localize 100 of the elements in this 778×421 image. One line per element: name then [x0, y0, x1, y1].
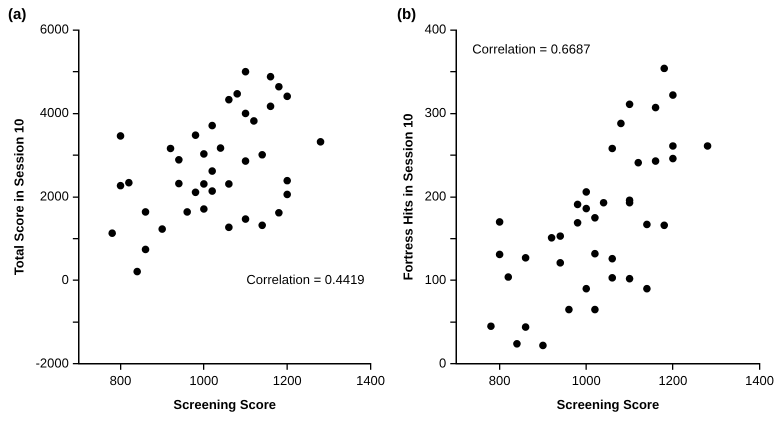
point: [522, 323, 530, 331]
point: [704, 142, 712, 150]
point: [652, 157, 660, 165]
point: [258, 150, 266, 159]
point: [125, 178, 133, 187]
point: [556, 259, 564, 267]
point: [556, 232, 564, 240]
point: [582, 204, 590, 212]
point: [242, 157, 250, 165]
x-tick-label: 1200: [272, 373, 302, 388]
point: [275, 82, 283, 91]
point: [283, 190, 291, 198]
point: [158, 225, 166, 233]
x-axis-title: Screening Score: [556, 396, 660, 412]
y-tick-label: 0: [62, 272, 69, 287]
point: [574, 218, 582, 227]
point: [175, 156, 183, 164]
point: [487, 322, 495, 330]
point: [208, 122, 216, 130]
point: [660, 221, 668, 230]
point: [643, 284, 651, 292]
point: [275, 208, 283, 217]
point: [591, 250, 599, 258]
y-tick-label: 100: [424, 272, 446, 287]
point: [225, 96, 233, 104]
chart-title: (b): [397, 6, 416, 24]
y-tick-label: 4000: [40, 105, 69, 120]
point: [283, 92, 291, 100]
y-tick-label: 0: [439, 355, 446, 370]
point: [591, 214, 599, 222]
point: [250, 117, 258, 125]
point: [316, 138, 324, 146]
point: [608, 274, 616, 282]
point: [626, 100, 634, 108]
point: [608, 254, 616, 262]
y-tick-label: 6000: [40, 22, 69, 37]
point: [643, 220, 651, 228]
point: [225, 224, 233, 232]
y-tick-label: 200: [424, 188, 446, 204]
point: [660, 64, 668, 72]
point: [582, 188, 590, 196]
point: [225, 180, 233, 188]
y-axis-title: Fortress Hits in Session 10: [400, 113, 416, 280]
point: [208, 187, 216, 195]
point: [216, 144, 224, 152]
point: [208, 167, 216, 175]
point: [669, 142, 677, 150]
point: [600, 198, 608, 207]
point: [242, 215, 250, 223]
x-axis-title: Screening Score: [173, 396, 276, 412]
y-tick-label: 300: [424, 105, 446, 120]
point: [626, 274, 634, 282]
point: [669, 154, 677, 162]
point: [539, 342, 547, 350]
point: [116, 182, 124, 190]
x-tick-label: 1400: [356, 373, 385, 388]
point: [192, 131, 200, 139]
annotation: Correlation = 0.4419: [246, 272, 365, 287]
point: [183, 208, 191, 216]
point: [634, 158, 642, 166]
point: [233, 90, 241, 98]
point: [652, 104, 660, 112]
point: [175, 180, 183, 188]
point: [142, 246, 150, 254]
point: [192, 188, 200, 196]
point: [617, 120, 625, 128]
x-tick-label: 1400: [745, 373, 774, 388]
point: [266, 72, 274, 81]
point: [496, 218, 504, 226]
x-tick-label: 1000: [572, 373, 601, 388]
annotation: Correlation = 0.6687: [472, 42, 590, 57]
x-tick-label: 800: [488, 373, 510, 388]
point: [242, 110, 250, 118]
point: [608, 144, 616, 152]
point: [166, 144, 174, 152]
point: [522, 254, 530, 262]
point: [200, 150, 208, 158]
point: [116, 132, 124, 140]
point: [133, 268, 141, 276]
point: [669, 91, 677, 99]
point: [266, 102, 274, 110]
point: [200, 205, 208, 213]
x-tick-label: 800: [110, 373, 132, 388]
point: [108, 229, 116, 237]
point: [574, 200, 582, 208]
x-tick-label: 1200: [658, 373, 688, 388]
point: [496, 250, 504, 258]
point: [258, 221, 266, 230]
point: [283, 176, 291, 184]
point: [513, 340, 521, 348]
point: [504, 273, 512, 281]
point: [200, 180, 208, 188]
y-axis-title: Total Score in Session 10: [11, 118, 26, 276]
chart-title: (a): [8, 6, 26, 24]
y-tick-label: 400: [424, 22, 446, 37]
x-tick-label: 1000: [189, 373, 218, 388]
point: [591, 306, 599, 314]
point: [242, 68, 250, 76]
point: [548, 234, 556, 242]
y-tick-label: 2000: [40, 188, 69, 204]
